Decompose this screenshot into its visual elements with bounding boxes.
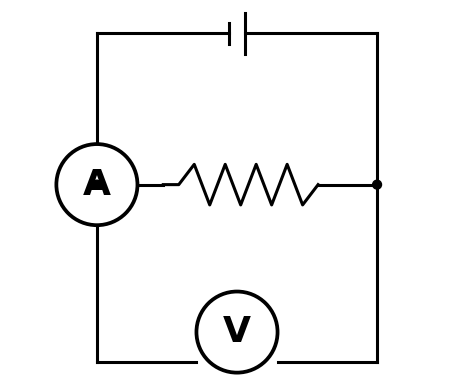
Text: V: V (223, 315, 251, 349)
Circle shape (196, 291, 278, 372)
Circle shape (56, 144, 137, 225)
Circle shape (92, 180, 101, 189)
Text: A: A (83, 168, 111, 202)
Circle shape (373, 180, 382, 189)
